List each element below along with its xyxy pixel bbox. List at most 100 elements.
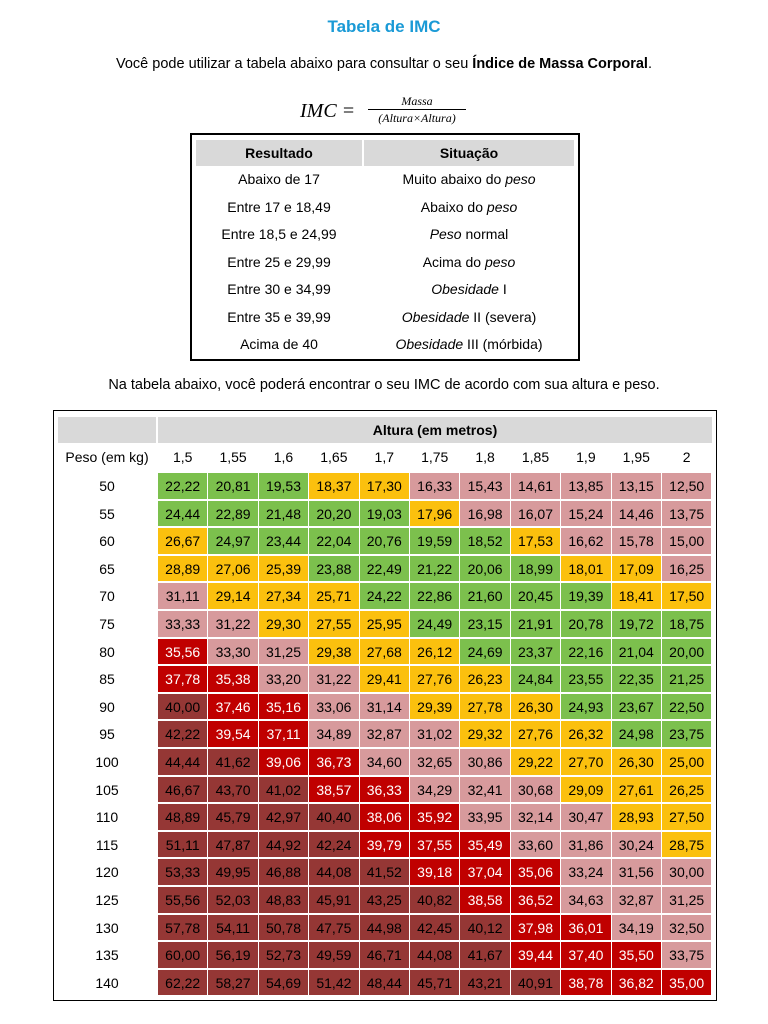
imc-cell: 18,52 (460, 528, 510, 554)
imc-cell: 27,50 (662, 804, 712, 830)
imc-cell: 35,38 (208, 666, 258, 692)
imc-cell: 37,11 (258, 721, 309, 747)
imc-cell: 24,22 (359, 583, 409, 609)
imc-cell: 35,00 (662, 969, 712, 996)
results-row: Entre 18,5 e 24,99 Peso normal (192, 221, 578, 249)
weight-row-label: 105 (95, 781, 119, 798)
imc-cell: 23,44 (258, 528, 309, 554)
imc-cell: 27,76 (510, 721, 561, 747)
imc-cell: 24,84 (510, 666, 561, 692)
imc-cell: 55,56 (158, 887, 208, 913)
imc-cell: 43,70 (208, 776, 258, 803)
imc-cell: 18,01 (561, 555, 611, 582)
imc-cell: 22,04 (309, 528, 359, 554)
imc-cell: 29,38 (309, 638, 359, 665)
imc-cell: 20,76 (359, 528, 409, 554)
intro-paragraph: Você pode utilizar a tabela abaixo para … (0, 56, 768, 72)
imc-cell: 40,40 (309, 804, 359, 830)
imc-cell: 30,86 (460, 749, 510, 775)
imc-cell: 36,73 (309, 749, 359, 775)
imc-cell: 16,33 (410, 473, 460, 499)
grid-header-band (158, 417, 712, 443)
imc-cell: 27,06 (208, 555, 258, 582)
imc-cell: 17,30 (359, 473, 409, 499)
situation-pre: Muito abaixo do (402, 171, 506, 187)
imc-cell: 17,50 (662, 583, 712, 609)
imc-cell: 20,78 (561, 611, 611, 637)
imc-cell: 29,30 (258, 611, 309, 637)
imc-cell: 32,50 (662, 914, 712, 941)
imc-cell: 37,46 (208, 693, 258, 720)
imc-cell: 39,44 (510, 942, 561, 968)
weight-row-label: 125 (95, 892, 119, 908)
imc-cell: 18,75 (662, 611, 712, 637)
imc-cell: 50,78 (258, 914, 309, 941)
situation: Obesidade II (severa) (364, 304, 574, 331)
imc-cell: 29,14 (208, 583, 258, 609)
imc-cell: 36,33 (359, 776, 409, 803)
imc-cell: 35,16 (258, 693, 309, 720)
result-range: Entre 25 e 29,99 (227, 253, 331, 270)
imc-cell: 27,34 (258, 583, 309, 609)
imc-cell: 44,08 (410, 942, 460, 968)
imc-cell: 33,06 (309, 693, 359, 720)
imc-cell: 44,98 (359, 914, 409, 941)
imc-cell: 17,09 (611, 555, 661, 582)
imc-cell: 18,99 (510, 555, 561, 582)
imc-cell: 22,49 (359, 555, 409, 582)
height-column-label: 1,9 (576, 449, 596, 465)
imc-cell: 25,71 (309, 583, 359, 609)
imc-cell: 41,67 (460, 942, 510, 968)
imc-cell: 14,46 (611, 500, 661, 527)
imc-cell: 21,91 (510, 611, 561, 637)
imc-cell: 31,22 (309, 666, 359, 692)
results-row: Entre 25 e 29,99 Acima do peso (192, 249, 578, 277)
situation-post: I (498, 281, 507, 297)
results-header-result: Resultado (196, 140, 362, 166)
imc-cell: 38,58 (460, 887, 510, 913)
imc-cell: 46,71 (359, 942, 409, 968)
weight-row-label: 70 (99, 588, 115, 605)
imc-cell: 35,56 (158, 638, 208, 665)
imc-cell: 14,61 (510, 473, 561, 499)
fraction-bar (368, 109, 466, 110)
imc-cell: 32,65 (410, 749, 460, 775)
imc-cell: 33,60 (510, 831, 561, 858)
imc-cell: 21,22 (410, 555, 460, 582)
imc-cell: 42,97 (258, 804, 309, 830)
imc-grid-table: Altura (em metros) Peso (em kg) 1,5 1,55 1… (53, 410, 717, 1001)
imc-cell: 29,39 (410, 693, 460, 720)
imc-cell: 49,59 (309, 942, 359, 968)
imc-cell: 40,00 (158, 693, 208, 720)
imc-cell: 53,33 (158, 859, 208, 885)
formula-numerator: Massa (401, 94, 433, 108)
imc-cell: 22,89 (208, 500, 258, 527)
imc-cell: 36,52 (510, 887, 561, 913)
imc-cell: 52,73 (258, 942, 309, 968)
situation-emphasis: Obesidade (401, 308, 470, 325)
imc-cell: 29,09 (561, 776, 611, 803)
imc-cell: 31,56 (611, 859, 661, 885)
height-column-label: 1,6 (273, 449, 294, 465)
results-row: Entre 35 e 39,99 Obesidade II (severa) (192, 304, 578, 332)
formula-denominator: (Altura×Altura) (378, 111, 456, 125)
situation-emphasis: Obesidade (431, 281, 499, 297)
imc-cell: 20,00 (662, 638, 712, 665)
imc-cell: 16,98 (460, 500, 510, 527)
imc-cell: 28,89 (158, 555, 208, 582)
imc-cell: 37,98 (510, 914, 561, 941)
imc-cell: 36,01 (561, 914, 611, 941)
height-column-label: 1,85 (521, 449, 550, 465)
imc-cell: 44,44 (158, 749, 208, 775)
formula-lhs: IMC = (300, 100, 356, 122)
imc-cell: 31,25 (258, 638, 309, 665)
weight-row-label: 115 (95, 836, 119, 853)
imc-cell: 28,75 (662, 831, 712, 858)
imc-cell: 32,87 (359, 721, 409, 747)
imc-cell: 12,50 (662, 473, 712, 499)
imc-cell: 32,41 (460, 776, 510, 803)
imc-cell: 40,82 (410, 887, 460, 913)
results-row: Entre 17 e 18,49 Abaixo do peso (192, 194, 578, 222)
situation: Peso normal (364, 221, 574, 248)
imc-cell: 24,98 (611, 721, 661, 747)
